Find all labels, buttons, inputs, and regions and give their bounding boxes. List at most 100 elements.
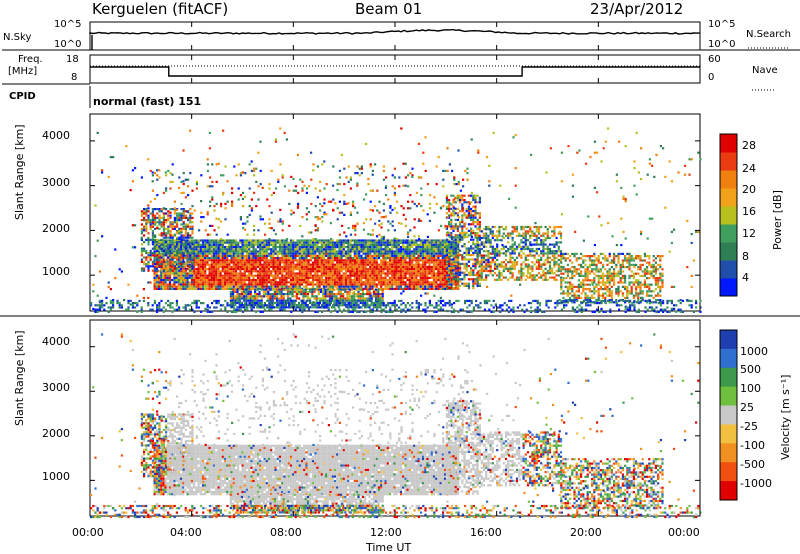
power-pixel — [380, 243, 383, 246]
power-pixel — [314, 250, 317, 253]
power-pixel — [535, 239, 538, 242]
power-pixel — [424, 252, 427, 255]
power-pixel — [168, 283, 172, 286]
power-pixel — [557, 250, 560, 253]
power-pixel — [476, 228, 479, 231]
power-pixel — [353, 293, 356, 296]
power-pixel — [316, 279, 319, 282]
power-pixel — [143, 260, 146, 263]
power-pixel — [349, 268, 352, 271]
power-pixel — [160, 241, 163, 244]
power-pixel — [191, 232, 194, 235]
power-pixel — [520, 225, 523, 229]
power-pixel — [465, 269, 468, 272]
power-pixel — [482, 261, 486, 264]
power-pixel — [256, 241, 260, 244]
power-pixel — [234, 248, 238, 251]
power-pixel — [437, 268, 440, 271]
power-pixel — [443, 276, 447, 279]
power-pixel — [480, 265, 483, 268]
power-pixel — [430, 241, 433, 244]
power-pixel — [333, 248, 337, 251]
power-pixel — [381, 293, 384, 296]
power-pixel — [250, 252, 253, 255]
power-pixel — [199, 261, 202, 264]
power-pixel — [182, 285, 185, 288]
power-pixel — [171, 265, 174, 268]
power-pixel — [197, 281, 200, 284]
power-pixel — [524, 247, 527, 251]
power-pixel — [336, 241, 339, 244]
power-pixel — [482, 265, 486, 268]
power-pixel — [188, 283, 191, 286]
power-pixel — [353, 243, 356, 246]
power-pixel — [408, 252, 411, 255]
power-pixel — [160, 223, 163, 226]
power-pixel — [302, 301, 305, 304]
power-pixel — [372, 293, 375, 296]
power-pixel — [298, 283, 301, 286]
power-pixel — [287, 265, 290, 268]
power-pixel — [232, 293, 235, 296]
p2-ytick: 4000 — [42, 335, 70, 348]
power-pixel — [380, 259, 383, 262]
power-pixel — [210, 252, 213, 255]
power-pixel — [309, 265, 312, 268]
power-pixel — [408, 257, 411, 260]
power-pixel — [261, 270, 264, 273]
power-pixel — [245, 263, 249, 266]
power-pixel — [410, 279, 414, 282]
power-pixel — [404, 274, 407, 277]
power-pixel — [346, 290, 349, 293]
power-pixel — [331, 297, 334, 300]
power-pixel — [507, 247, 510, 251]
power-pixel — [432, 272, 436, 275]
power-pixel — [509, 258, 512, 262]
power-pixel — [151, 214, 154, 217]
power-pixel — [421, 265, 425, 268]
power-pixel — [204, 287, 207, 290]
power-pixel — [382, 272, 385, 275]
power-pixel — [380, 241, 383, 244]
power-pixel — [234, 250, 238, 253]
power-pixel — [156, 247, 159, 250]
power-pixel — [430, 270, 433, 273]
power-pixel — [373, 279, 376, 282]
power-pixel — [179, 272, 183, 275]
power-pixel — [285, 257, 288, 260]
power-pixel — [448, 210, 451, 213]
power-pixel — [537, 232, 541, 235]
power-pixel — [298, 259, 301, 262]
power-pixel — [259, 243, 262, 246]
power-pixel — [511, 239, 514, 242]
power-pixel — [208, 268, 211, 271]
power-pixel — [531, 278, 534, 281]
power-pixel — [375, 295, 378, 298]
power-pixel — [243, 265, 246, 268]
power-pixel — [397, 259, 400, 262]
power-pixel — [391, 263, 394, 266]
power-pixel — [472, 199, 475, 202]
power-pixel — [415, 265, 418, 268]
power-pixel — [318, 250, 321, 253]
power-pixel — [439, 259, 442, 262]
p1-ytick: 3000 — [42, 176, 70, 189]
power-pixel — [482, 250, 486, 253]
power-pixel — [173, 283, 176, 286]
power-pixel — [470, 201, 473, 204]
power-pixel — [513, 263, 516, 266]
power-pixel — [193, 279, 196, 282]
power-pixel — [228, 268, 231, 271]
power-pixel — [478, 201, 481, 204]
power-pixel — [278, 265, 282, 268]
power-pixel — [204, 263, 207, 266]
power-pixel — [162, 241, 165, 244]
power-pixel — [518, 234, 521, 237]
power-pixel — [256, 265, 260, 268]
power-pixel — [467, 271, 470, 274]
power-pixel — [199, 285, 202, 288]
power-pixel — [179, 268, 183, 271]
power-pixel — [162, 263, 165, 266]
power-pixel — [283, 248, 286, 251]
power-pixel — [480, 236, 483, 240]
